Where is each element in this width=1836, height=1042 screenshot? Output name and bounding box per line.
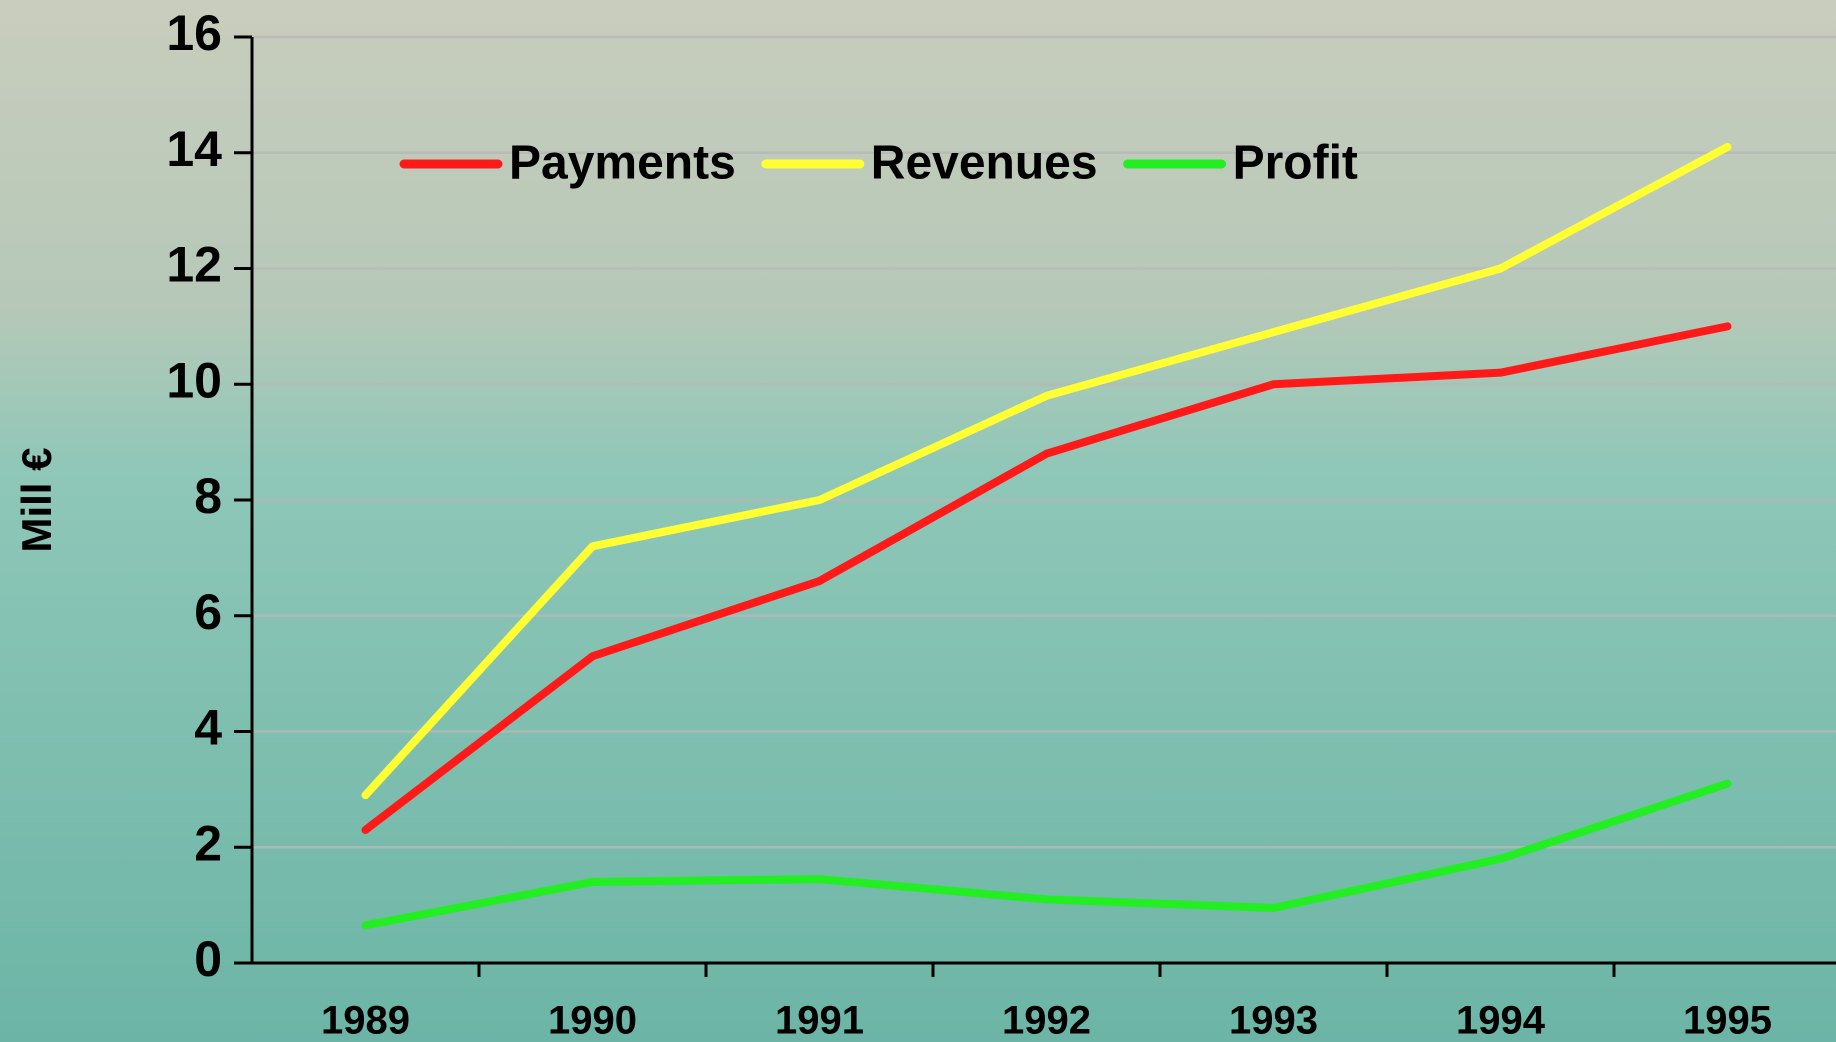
x-tick-label: 1994 — [1456, 999, 1546, 1042]
y-tick-label: 4 — [194, 700, 222, 756]
legend-label: Profit — [1233, 137, 1358, 190]
legend-label: Payments — [509, 137, 736, 190]
y-tick-label: 14 — [166, 121, 222, 177]
y-tick-label: 10 — [166, 352, 222, 408]
x-tick-label: 1989 — [321, 999, 410, 1042]
y-tick-label: 6 — [194, 584, 222, 640]
x-tick-label: 1991 — [775, 999, 864, 1042]
data-line — [361, 142, 1732, 800]
data-line — [361, 322, 1732, 834]
data-line — [361, 779, 1732, 930]
legend-label: Revenues — [871, 137, 1098, 190]
y-tick-label: 8 — [194, 468, 222, 524]
y-tick-label: 2 — [194, 815, 222, 871]
x-tick-label: 1992 — [1002, 999, 1091, 1042]
x-tick-label: 1995 — [1683, 999, 1772, 1042]
y-tick-label: 0 — [194, 931, 222, 987]
y-tick-label: 16 — [166, 5, 222, 61]
x-tick-label: 1993 — [1229, 999, 1318, 1042]
y-axis-label: Mill € — [13, 447, 60, 552]
x-tick-label: 1990 — [548, 999, 637, 1042]
y-tick-label: 12 — [166, 237, 222, 293]
